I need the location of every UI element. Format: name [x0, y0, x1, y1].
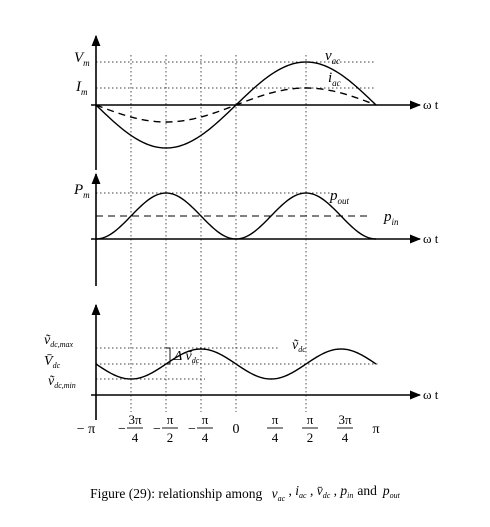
svg-text:π: π	[272, 412, 279, 427]
svg-text:3π: 3π	[128, 412, 142, 427]
x-tick-label: π2	[302, 412, 318, 445]
pm-label: Pm	[73, 182, 90, 200]
svg-text:−: −	[188, 422, 196, 437]
panel2-omega-t-label: ω t	[423, 231, 439, 246]
i-ac-curve	[95, 87, 377, 123]
vdc-curve-label: ṽdc	[292, 338, 306, 354]
vdc-min-label: ṽdc,min	[48, 374, 76, 390]
panel-power: Pm pout pin ω t	[73, 172, 439, 286]
p-out-label: pout	[329, 188, 350, 206]
svg-text:4: 4	[272, 430, 279, 445]
svg-text:0: 0	[233, 422, 240, 437]
svg-text:4: 4	[202, 430, 209, 445]
svg-text:2: 2	[307, 430, 314, 445]
v-ac-label: vac	[325, 48, 340, 66]
vdc-avg-label: V̄dc	[44, 354, 61, 370]
x-tick-label: 0	[233, 422, 240, 437]
delta-vdc-label: Δ ṽdc	[173, 349, 200, 365]
panel3-omega-t-label: ω t	[423, 387, 439, 402]
panel-dc-voltage: ṽdc,max V̄dc ṽdc,min Δ ṽdc ṽdc ω t	[44, 303, 439, 420]
x-tick-label: π4	[267, 412, 283, 445]
svg-text:4: 4	[342, 430, 349, 445]
vm-label: Vm	[74, 50, 90, 68]
svg-text:3π: 3π	[338, 412, 352, 427]
x-tick-label: 3π4	[337, 412, 353, 445]
vertical-guides	[130, 55, 307, 412]
x-tick-label: π	[372, 422, 379, 437]
panel1-omega-t-label: ω t	[423, 97, 439, 112]
x-tick-label: −3π 4	[118, 412, 143, 445]
svg-text:π: π	[202, 412, 209, 427]
svg-text:π: π	[372, 422, 379, 437]
svg-text:−: −	[118, 422, 126, 437]
svg-text:4: 4	[132, 430, 139, 445]
caption-prefix: Figure (29): relationship among	[90, 486, 262, 501]
x-tick-label: −π 4	[188, 412, 213, 445]
p-in-label: pin	[383, 209, 399, 227]
x-tick-label: − π	[77, 422, 95, 437]
vdc-max-label: ṽdc,max	[44, 333, 74, 349]
figure-caption: Figure (29): relationship among vac , ia…	[90, 483, 401, 503]
svg-text:π: π	[307, 412, 314, 427]
p-out-curve	[95, 192, 377, 240]
v-dc-curve	[95, 348, 377, 380]
delta-bracket	[166, 347, 171, 365]
svg-text:−: −	[153, 422, 161, 437]
svg-text:2: 2	[167, 430, 174, 445]
svg-text:π: π	[167, 412, 174, 427]
panel-voltage-current: Vm Im vac iac ω t	[74, 34, 439, 170]
x-tick-label: −π 2	[153, 412, 178, 445]
i-ac-label: iac	[328, 70, 341, 88]
svg-text:− π: − π	[77, 422, 95, 437]
im-label: Im	[75, 79, 88, 97]
